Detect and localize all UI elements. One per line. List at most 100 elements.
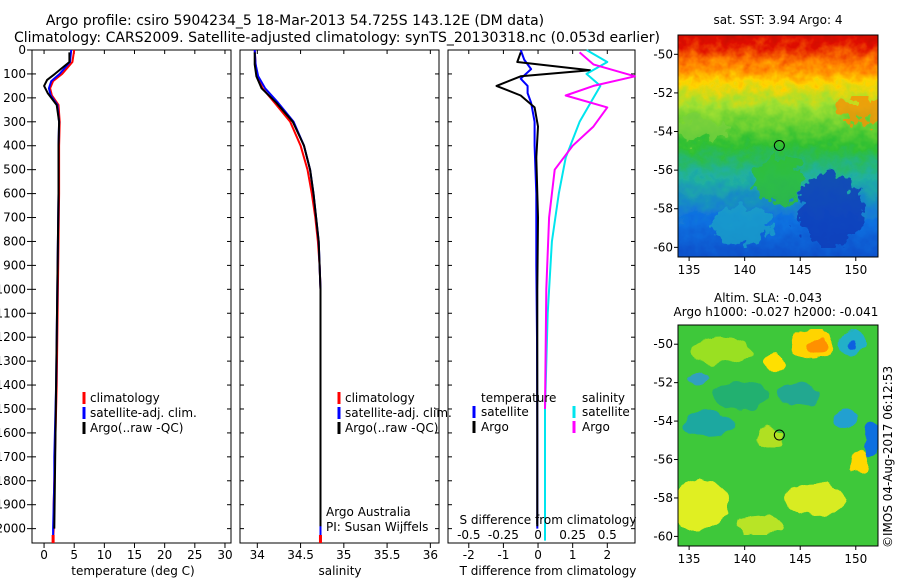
x2-tick-label: 0.5	[598, 528, 617, 542]
sst-map-title: sat. SST: 3.94 Argo: 4	[714, 13, 843, 27]
lat-tick-label: -50	[653, 47, 673, 61]
depth-tick-label: 1000	[0, 282, 26, 296]
lat-tick-label: -54	[653, 125, 673, 139]
x-tick-label: 35.5	[374, 548, 401, 562]
imos-credit: ©IMOS 04-Aug-2017 06:12:53	[881, 366, 895, 548]
lat-tick-label: -60	[653, 529, 673, 543]
sst-heatmap	[678, 35, 878, 257]
lat-tick-label: -58	[653, 202, 673, 216]
temperature-plot: 0 5 10 15 20 25 30	[32, 49, 233, 562]
lat-tick-label: -52	[653, 86, 673, 100]
depth-tick-label: 800	[3, 234, 26, 248]
sla-map-subtitle: Argo h1000: -0.027 h2000: -0.041	[674, 305, 879, 319]
sla-heatmap	[678, 325, 878, 546]
depth-tick-label: 600	[3, 187, 26, 201]
depth-tick-label: 200	[3, 91, 26, 105]
legend-label-satellite: satellite-adj. clim.	[90, 406, 197, 420]
lat-tick-label: -54	[653, 414, 673, 428]
legend-label-satellite: satellite-adj. clim.	[345, 406, 452, 420]
x2-tick-label: 0	[534, 528, 542, 542]
depth-tick-label: 1100	[0, 306, 26, 320]
legend-label-argo: Argo(..raw -QC)	[90, 421, 183, 435]
x-tick-label: 5	[70, 548, 78, 562]
x-tick-label: 34.5	[287, 548, 314, 562]
sst-map-frame	[677, 34, 879, 258]
lon-tick-label: 145	[789, 552, 812, 566]
series-line-salinity-argo	[544, 51, 636, 410]
series-line-temperature-argo	[495, 52, 591, 527]
depth-tick-label: 1900	[0, 498, 26, 512]
legend-label-climatology: climatology	[345, 391, 415, 405]
x2-tick-label: 0.25	[559, 528, 586, 542]
series-line-temperature-satellite	[519, 49, 539, 529]
depth-tick-label: 1800	[0, 474, 26, 488]
series-line-climatology	[253, 49, 322, 541]
lon-tick-label: 135	[678, 552, 701, 566]
x-tick-label: 25	[187, 548, 202, 562]
lon-tick-label: 140	[733, 263, 756, 277]
sst-map-axes: 135 140 145 150 -50 -52 -54 -56 -58 -60	[653, 47, 867, 277]
sla-map-axes: 135 140 145 150 -50 -52 -54 -56 -58 -60	[653, 337, 867, 566]
lat-tick-label: -52	[653, 376, 673, 390]
depth-tick-label: 1500	[0, 402, 26, 416]
lon-tick-label: 150	[844, 552, 867, 566]
lon-tick-label: 135	[678, 263, 701, 277]
series-line-satellite	[253, 49, 322, 541]
salinity-legend: climatology satellite-adj. clim. Argo(..…	[326, 391, 452, 534]
depth-tick-label: 1600	[0, 426, 26, 440]
argo-float-position-marker	[773, 429, 785, 441]
series-line-salinity-satellite	[544, 49, 609, 541]
depth-tick-label: 300	[3, 115, 26, 129]
legend-label-temp-argo: Argo	[481, 420, 509, 434]
t-difference-axis-label: T difference from climatology	[459, 564, 637, 578]
salinity-plot: 34 34.5 35 35.5 36	[240, 49, 439, 562]
salinity-panel	[239, 49, 440, 544]
legend-label-sal-argo: Argo	[582, 420, 610, 434]
depth-tick-label: 1700	[0, 450, 26, 464]
depth-tick-label: 100	[3, 67, 26, 81]
difference-legend: temperature satellite Argo salinity sate…	[472, 391, 630, 434]
depth-axis: 0 100 200 300 400 500 600 700 800 900 1000 1100 1200…	[0, 43, 32, 536]
s-difference-axis-label: S difference from climatology	[460, 513, 637, 527]
figure-title-line1: Argo profile: csiro 5904234_5 18-Mar-201…	[46, 13, 544, 29]
x-tick-label: -2	[463, 548, 475, 562]
depth-tick-label: 1400	[0, 378, 26, 392]
x-tick-label: 34	[250, 548, 265, 562]
x-tick-label: 10	[97, 548, 112, 562]
temperature-legend: climatology satellite-adj. clim. Argo(..…	[82, 391, 197, 435]
temperature-axis-label: temperature (deg C)	[71, 564, 194, 578]
legend-title-salinity: salinity	[582, 391, 625, 405]
difference-plot: -2 -1 0 1 2 -0.5 -0.25 0 0.25 0.5	[448, 49, 636, 562]
depth-tick-label: 400	[3, 139, 26, 153]
legend-title-temperature: temperature	[481, 391, 556, 405]
lon-tick-label: 145	[789, 263, 812, 277]
x-tick-label: 35	[336, 548, 351, 562]
x2-tick-label: -0.5	[457, 528, 480, 542]
legend-label-climatology: climatology	[90, 391, 160, 405]
x-tick-label: 1	[569, 548, 577, 562]
lon-tick-label: 150	[844, 263, 867, 277]
series-line-argo	[253, 52, 322, 527]
x-tick-label: 0	[534, 548, 542, 562]
depth-tick-label: 900	[3, 258, 26, 272]
lat-tick-label: -60	[653, 240, 673, 254]
x-tick-label: 15	[127, 548, 142, 562]
operator-annotation: Argo Australia	[326, 505, 411, 519]
depth-tick-label: 1200	[0, 330, 26, 344]
legend-label-temp-satellite: satellite	[481, 405, 529, 419]
lon-tick-label: 140	[733, 552, 756, 566]
temperature-panel	[31, 49, 232, 544]
x-tick-label: 2	[603, 548, 611, 562]
sla-map-title: Altim. SLA: -0.043	[714, 291, 822, 305]
x-tick-label: -1	[497, 548, 509, 562]
depth-tick-label: 1300	[0, 354, 26, 368]
series-line-argo	[43, 52, 71, 529]
lat-tick-label: -50	[653, 337, 673, 351]
x-tick-label: 20	[157, 548, 172, 562]
salinity-axis-label: salinity	[318, 564, 361, 578]
legend-label-argo: Argo(..raw -QC)	[345, 421, 438, 435]
x-tick-label: 0	[40, 548, 48, 562]
x2-tick-label: -0.25	[488, 528, 519, 542]
sla-map-frame	[677, 324, 879, 547]
